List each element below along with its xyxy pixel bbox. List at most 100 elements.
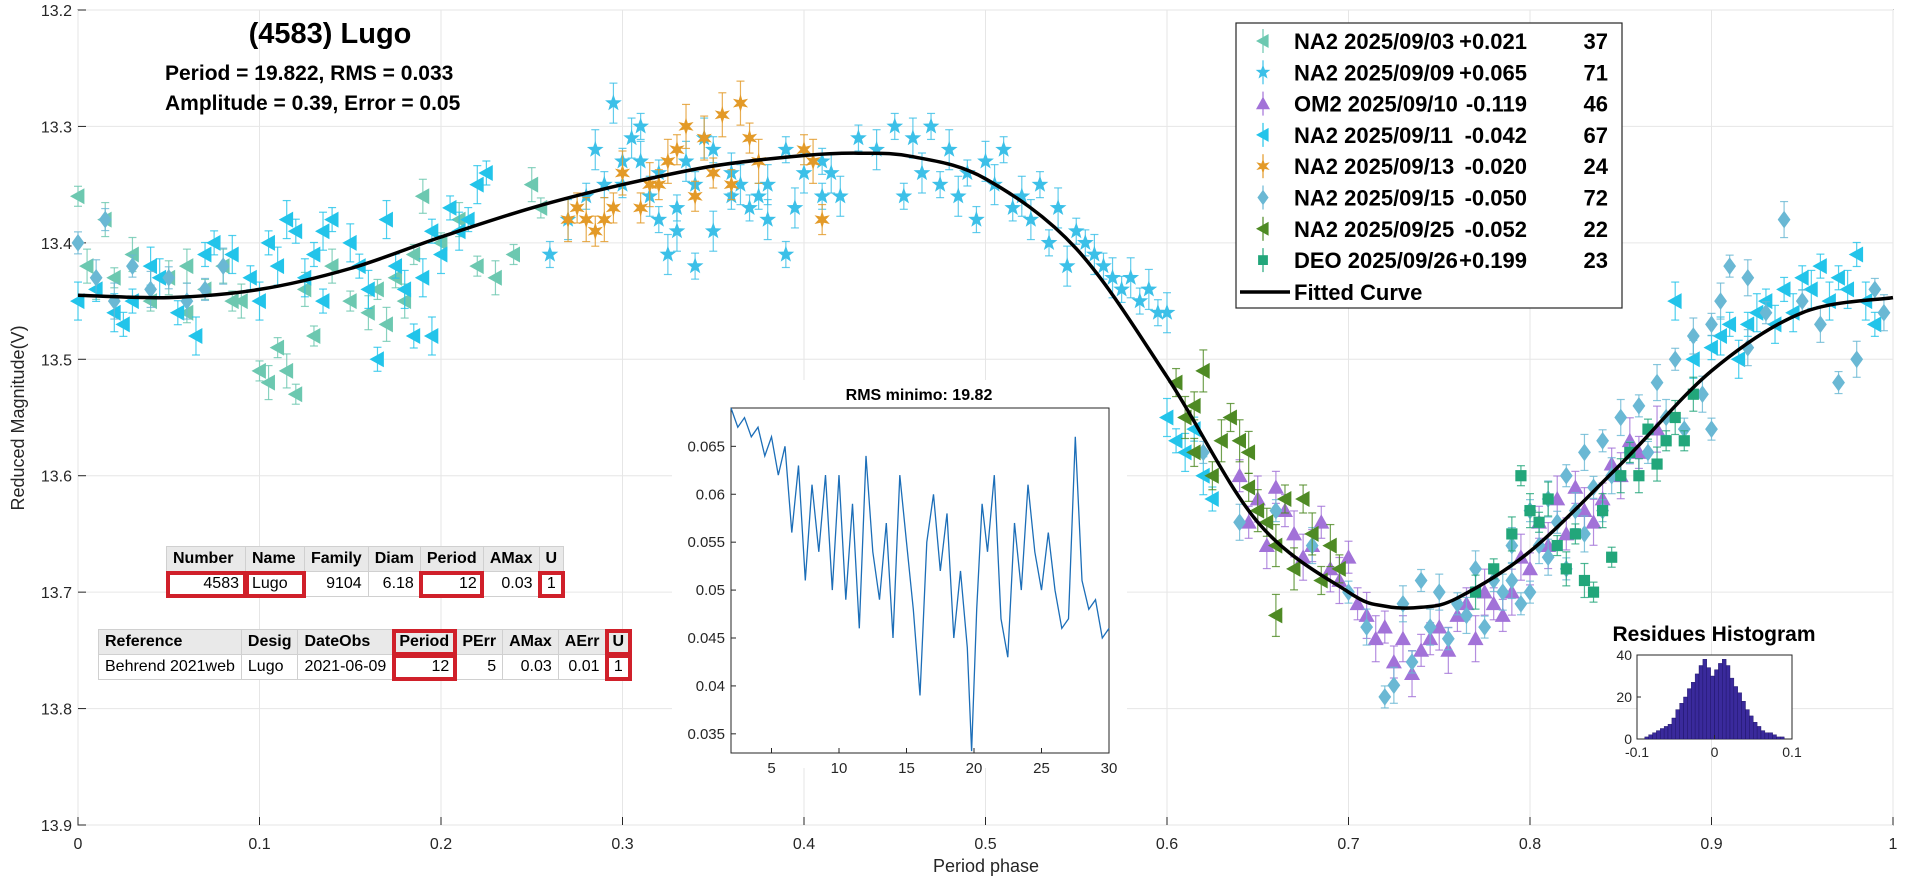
histogram-bar xyxy=(1694,673,1700,740)
data-point xyxy=(88,281,103,298)
data-point xyxy=(169,304,185,321)
data-point xyxy=(642,175,658,194)
data-point xyxy=(71,234,85,252)
histogram-bar xyxy=(1656,730,1661,740)
data-point xyxy=(1488,563,1500,575)
data-point xyxy=(287,223,303,240)
legend-count-label: 23 xyxy=(1584,248,1608,273)
data-point xyxy=(704,222,722,239)
data-point xyxy=(324,258,339,275)
data-point xyxy=(106,304,121,321)
data-point xyxy=(1494,607,1511,622)
data-point xyxy=(269,258,285,275)
table-header: U xyxy=(605,628,632,656)
rms-y-tick-label: 0.045 xyxy=(687,630,725,647)
legend-entry: NA2 2025/09/03 +0.021 37 xyxy=(1256,29,1608,54)
y-tick-label: 13.7 xyxy=(41,585,72,602)
data-point xyxy=(1295,491,1310,507)
data-point xyxy=(1651,458,1663,470)
histogram-bar xyxy=(1675,709,1680,740)
data-point xyxy=(1423,618,1437,636)
table-header: DateObs xyxy=(297,629,394,655)
histogram-bar xyxy=(1698,665,1704,740)
data-point xyxy=(949,187,967,204)
data-point xyxy=(668,199,686,215)
data-point xyxy=(741,199,758,215)
histogram-x-tick-label: 0.1 xyxy=(1782,744,1802,760)
data-point xyxy=(750,187,767,204)
data-point xyxy=(1113,280,1130,297)
reference-table-header-row: Reference Desig DateObs Period PErr AMax… xyxy=(98,628,632,656)
legend-count-label: 24 xyxy=(1584,154,1609,179)
data-point xyxy=(1149,303,1167,320)
data-point xyxy=(995,140,1012,157)
data-point xyxy=(405,246,421,263)
data-point xyxy=(423,223,439,240)
data-point xyxy=(1267,607,1283,624)
data-point xyxy=(1596,431,1609,450)
series-na2-2025-09-11 xyxy=(70,160,1882,512)
data-point xyxy=(1286,560,1301,577)
data-point xyxy=(107,292,121,310)
histogram-bar xyxy=(1718,663,1723,740)
data-point xyxy=(1432,583,1446,601)
asteroid-diam-cell: 6.18 xyxy=(367,571,421,597)
data-point xyxy=(1650,373,1664,392)
histogram-y-tick-label: 40 xyxy=(1616,647,1632,663)
data-point xyxy=(523,176,539,193)
legend-marker xyxy=(1256,221,1269,236)
histogram-bar xyxy=(1691,682,1696,740)
data-point xyxy=(124,246,139,263)
data-point xyxy=(1741,338,1755,357)
data-point xyxy=(541,245,559,262)
rms-x-tick-label: 30 xyxy=(1101,760,1118,777)
data-point xyxy=(1739,316,1755,333)
rms-plot-area xyxy=(730,407,1110,754)
asteroid-table-row: 4583 Lugo 9104 6.18 12 0.03 1 xyxy=(165,570,565,598)
data-point xyxy=(1177,444,1192,461)
histogram-x-tick-label: -0.1 xyxy=(1625,744,1649,760)
data-point xyxy=(1485,595,1502,611)
legend-session-label: NA2 2025/09/11 xyxy=(1294,123,1453,148)
data-point xyxy=(1240,444,1256,461)
data-point xyxy=(278,211,294,228)
data-point xyxy=(813,152,831,169)
data-point xyxy=(895,187,913,204)
series-na2-2025-09-25 xyxy=(1168,349,1346,638)
data-point xyxy=(460,211,475,228)
data-point xyxy=(795,164,813,181)
data-point xyxy=(1505,571,1519,590)
rms-x-tick-label: 20 xyxy=(966,760,983,777)
data-point xyxy=(1451,594,1464,613)
data-point xyxy=(632,117,649,134)
data-point xyxy=(614,164,631,182)
data-point xyxy=(369,351,384,368)
histogram-bar xyxy=(1683,696,1688,740)
data-point xyxy=(1186,444,1201,461)
data-point xyxy=(1850,350,1864,369)
table-header: Number xyxy=(166,546,246,572)
asteroid-u-cell: 1 xyxy=(538,570,565,598)
data-point xyxy=(1304,525,1319,542)
x-tick-label: 0.4 xyxy=(793,836,815,853)
histogram-bar xyxy=(1648,734,1653,740)
data-point xyxy=(759,175,777,192)
data-point xyxy=(1086,245,1103,262)
data-point xyxy=(1131,292,1149,309)
data-point xyxy=(369,281,384,298)
data-point xyxy=(805,152,821,171)
data-point xyxy=(342,234,357,251)
legend-offset-label: -0.042 xyxy=(1465,123,1527,148)
data-point xyxy=(669,140,685,159)
legend-offset-label: +0.199 xyxy=(1459,248,1527,273)
data-point xyxy=(1360,618,1374,636)
data-point xyxy=(1049,199,1067,215)
histogram-bar xyxy=(1745,709,1750,740)
data-point xyxy=(850,129,867,146)
data-point xyxy=(732,94,749,112)
data-point xyxy=(1394,630,1411,646)
data-point xyxy=(868,140,885,157)
data-point xyxy=(378,211,393,228)
legend-count-label: 67 xyxy=(1584,123,1608,148)
